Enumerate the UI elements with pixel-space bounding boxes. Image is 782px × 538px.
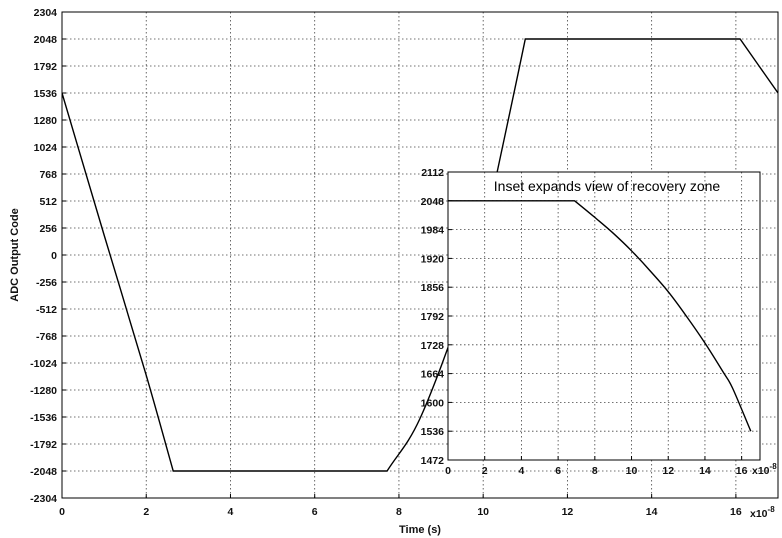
main-x-tick-label: 8 <box>396 506 402 518</box>
main-y-tick-label: -2048 <box>30 466 57 478</box>
main-x-tick-label: 12 <box>562 506 574 518</box>
main-x-tick-label: 2 <box>143 506 149 518</box>
main-x-tick-label: 4 <box>228 506 234 518</box>
inset-y-tick-label: 1856 <box>421 282 445 294</box>
main-y-tick-label: 0 <box>51 250 57 262</box>
inset-x-tick-label: 12 <box>662 465 674 477</box>
x-axis-label: Time (s) <box>399 524 441 536</box>
main-y-tick-label: -1536 <box>30 412 57 424</box>
inset-x-tick-label: 14 <box>699 465 711 477</box>
main-y-tick-label: 1536 <box>34 88 58 100</box>
inset-x-tick-label: 10 <box>626 465 638 477</box>
inset-x-tick-label: 6 <box>555 465 561 477</box>
main-y-tick-label: 2304 <box>34 7 58 19</box>
main-y-tick-label: -1024 <box>30 358 57 370</box>
main-y-tick-label: 1280 <box>34 115 58 127</box>
main-y-tick-label: 256 <box>39 223 57 235</box>
inset-x-tick-label: 0 <box>445 465 451 477</box>
inset-x-tick-label: 16 <box>736 465 748 477</box>
inset-x-tick-label: 2 <box>482 465 488 477</box>
main-x-tick-label: 10 <box>477 506 489 518</box>
main-y-tick-label: -2304 <box>30 493 57 505</box>
inset-x-tick-label: 8 <box>592 465 598 477</box>
main-y-tick-label: -1280 <box>30 385 57 397</box>
main-y-tick-label: 1024 <box>34 142 58 154</box>
inset-y-tick-label: 1728 <box>421 340 445 352</box>
inset-trace-layer <box>448 200 752 432</box>
y-axis-label: ADC Output Code <box>9 208 21 301</box>
inset-y-tick-label: 1472 <box>421 455 445 467</box>
inset-y-tick-label: 2048 <box>421 196 445 208</box>
main-x-exponent: x10-8 <box>750 505 775 520</box>
inset-y-tick-label: 1664 <box>421 369 445 381</box>
inset-y-tick-label: 2112 <box>421 167 444 179</box>
main-y-tick-label: -768 <box>36 331 57 343</box>
inset-y-ticks: 2112 2048 1984 1920 1856 1792 1728 1664 1600 1536… <box>421 167 452 467</box>
main-y-tick-label: 1792 <box>34 61 58 73</box>
inset-x-exponent: x10-8 <box>752 462 777 477</box>
main-x-tick-label: 16 <box>730 506 742 518</box>
main-y-tick-label: 768 <box>39 169 57 181</box>
main-y-tick-label: 2048 <box>34 34 58 46</box>
inset-y-tick-label: 1920 <box>421 253 445 265</box>
main-y-tick-label: -256 <box>36 277 57 289</box>
main-x-ticks: 0 2 4 6 8 10 12 14 16 <box>59 494 742 518</box>
inset-y-tick-label: 1792 <box>421 311 445 323</box>
inset-y-tick-label: 1600 <box>421 397 445 409</box>
main-y-tick-label: 512 <box>39 196 57 208</box>
main-y-tick-label: -1792 <box>30 439 57 451</box>
main-trace-layer <box>62 38 778 472</box>
inset-y-tick-label: 1984 <box>421 225 445 237</box>
inset-y-tick-label: 1536 <box>421 426 445 438</box>
inset-x-tick-label: 4 <box>518 465 524 477</box>
main-x-tick-label: 14 <box>646 506 658 518</box>
main-y-tick-label: -512 <box>36 304 57 316</box>
main-x-tick-label: 0 <box>59 506 65 518</box>
main-series-line <box>62 38 778 472</box>
inset-x-ticks: 0 2 4 6 8 10 12 14 16 <box>445 456 748 477</box>
main-y-ticks: 2304 2048 1792 1536 1280 1024 768 512 256 0 -256 -5… <box>30 7 66 505</box>
main-x-tick-label: 6 <box>312 506 318 518</box>
inset-series-line <box>448 200 752 432</box>
inset-title: Inset expands view of recovery zone <box>494 178 721 194</box>
